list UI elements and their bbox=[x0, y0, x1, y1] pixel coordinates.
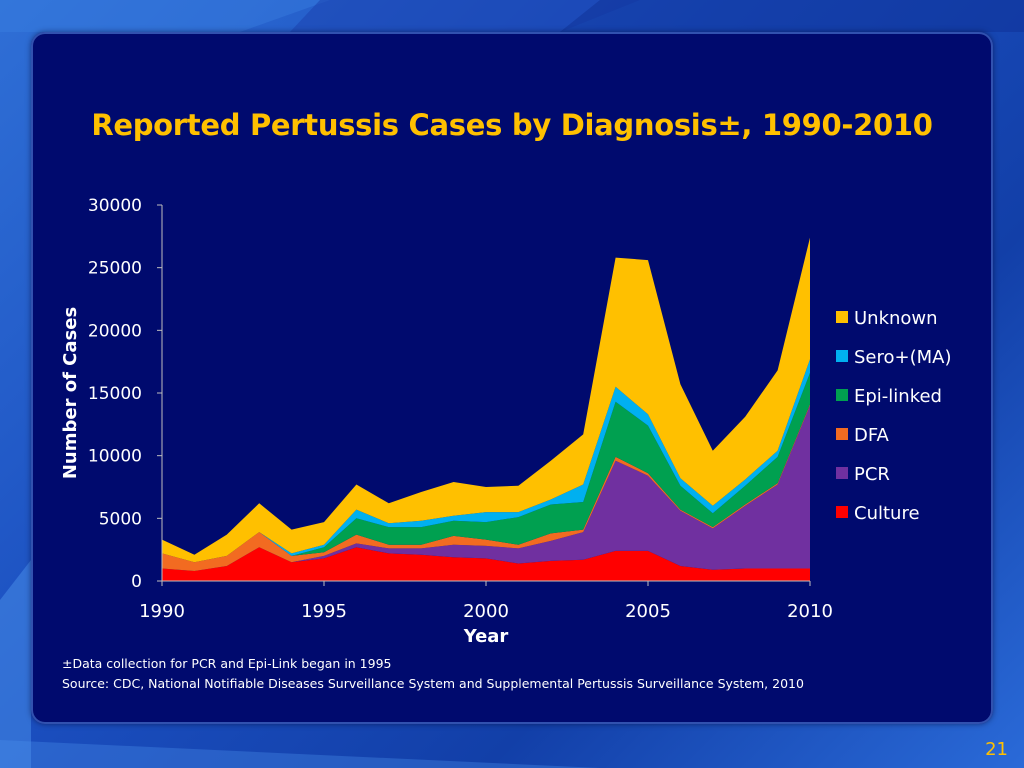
area-series-sero-ma- bbox=[162, 359, 810, 563]
area-series-epi-linked bbox=[162, 372, 810, 563]
x-tick-label: 1990 bbox=[139, 601, 185, 622]
slide-title: Reported Pertussis Cases by Diagnosis±, … bbox=[91, 108, 933, 142]
footnote-data-collection: ±Data collection for PCR and Epi-Link be… bbox=[62, 656, 392, 671]
x-tick-label: 2000 bbox=[463, 601, 509, 622]
page-number: 21 bbox=[985, 739, 1008, 760]
area-series-unknown bbox=[162, 237, 810, 563]
legend-label: Unknown bbox=[854, 308, 938, 329]
content-panel bbox=[31, 32, 993, 724]
legend-swatch-epi-linked bbox=[836, 389, 848, 401]
legend-label: Sero+(MA) bbox=[854, 347, 952, 368]
x-tick-label: 2010 bbox=[787, 601, 833, 622]
area-series-culture bbox=[162, 547, 810, 581]
y-tick-label: 0 bbox=[131, 572, 142, 592]
y-tick-label: 10000 bbox=[88, 447, 142, 467]
footnote-source: Source: CDC, National Notifiable Disease… bbox=[62, 676, 804, 691]
y-tick-label: 5000 bbox=[99, 509, 142, 529]
legend-label: Culture bbox=[854, 503, 920, 524]
x-axis-title: Year bbox=[463, 626, 509, 647]
y-tick-label: 20000 bbox=[88, 321, 142, 341]
y-tick-label: 25000 bbox=[88, 259, 142, 279]
legend-label: Epi-linked bbox=[854, 386, 942, 407]
x-tick-label: 1995 bbox=[301, 601, 347, 622]
legend-swatch-unknown bbox=[836, 311, 848, 323]
legend-swatch-pcr bbox=[836, 467, 848, 479]
legend-swatch-dfa bbox=[836, 428, 848, 440]
y-tick-label: 30000 bbox=[88, 196, 142, 216]
y-tick-label: 15000 bbox=[88, 384, 142, 404]
legend-label: DFA bbox=[854, 425, 890, 446]
legend-label: PCR bbox=[854, 464, 890, 485]
y-axis-title: Number of Cases bbox=[60, 307, 81, 479]
x-tick-label: 2005 bbox=[625, 601, 671, 622]
legend-swatch-culture bbox=[836, 506, 848, 518]
area-series-pcr bbox=[162, 405, 810, 571]
legend-swatch-sero-ma- bbox=[836, 350, 848, 362]
